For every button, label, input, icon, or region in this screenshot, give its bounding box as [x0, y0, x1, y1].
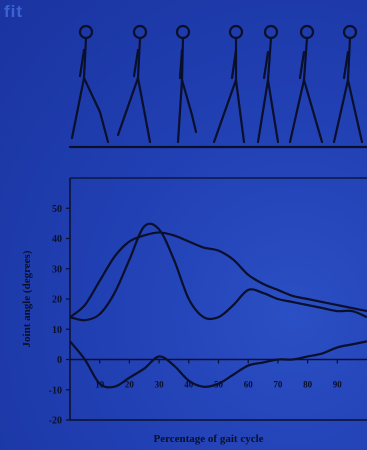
y-tick-label: 0	[57, 355, 62, 366]
y-tick-label: -20	[49, 416, 62, 427]
x-tick-label: 80	[303, 380, 313, 390]
x-tick-label: 30	[155, 380, 165, 390]
x-tick-label: 60	[244, 380, 254, 390]
y-tick-label: 20	[52, 295, 62, 306]
x-tick-label: 40	[184, 380, 194, 390]
y-axis-title: Joint angle (degrees)	[21, 250, 33, 347]
y-tick-label: 10	[52, 325, 62, 336]
y-tick-label: 30	[52, 264, 62, 275]
x-tick-label: 50	[214, 380, 224, 390]
stick-figure-1	[70, 24, 110, 144]
x-tick-label: 10	[95, 380, 105, 390]
stick-figure-4	[212, 24, 246, 144]
y-tick-label: 50	[52, 204, 62, 215]
logo: fit	[4, 2, 24, 21]
stick-figure-6	[288, 24, 324, 144]
stick-figure-3	[175, 24, 198, 144]
stick-figure-2	[116, 24, 152, 144]
series-line-1	[69, 222, 367, 322]
x-tick-label: 90	[333, 380, 343, 390]
x-tick-label: 20	[125, 380, 135, 390]
x-axis-title: Percentage of gait cycle	[153, 433, 263, 445]
stick-figure-7	[332, 24, 364, 144]
y-tick-label: -10	[49, 385, 62, 396]
chart-series	[69, 222, 367, 389]
x-tick-label: 70	[273, 380, 283, 390]
series-line-2	[69, 231, 367, 319]
chart-axes	[66, 177, 367, 421]
stick-figure-5	[256, 24, 280, 144]
chart-labels: -20 -10 0 10 20 30 40 50 10 20 30 40 50 60 70 80 90 Perce…	[21, 204, 342, 445]
y-tick-label: 40	[52, 234, 62, 245]
series-line-3	[69, 340, 367, 389]
gait-phase-stick-figures	[68, 24, 367, 149]
